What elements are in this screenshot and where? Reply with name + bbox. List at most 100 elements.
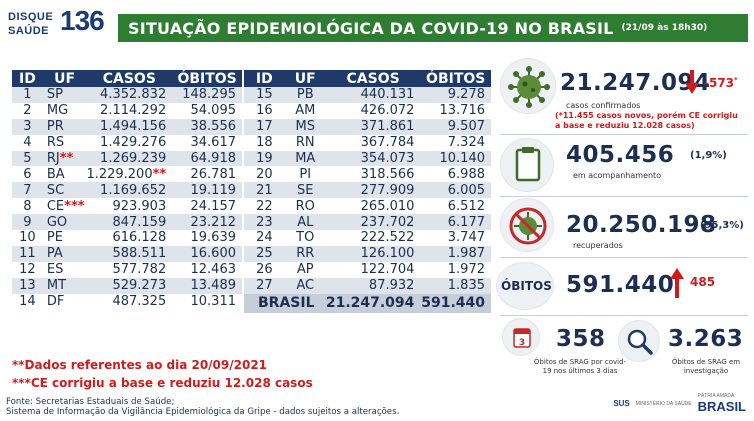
table-row: 19 MA 354.073 10.140 — [244, 150, 491, 167]
divider — [500, 257, 748, 258]
cell-casos-value: 1.169.652 — [100, 182, 167, 198]
cell-uf: DF — [43, 294, 87, 310]
cell-casos-value: 1.429.276 — [100, 135, 167, 151]
cell-casos-value: 588.511 — [112, 246, 167, 262]
page-title: SITUAÇÃO EPIDEMIOLÓGICA DA COVID-19 NO B… — [128, 18, 614, 38]
cell-uf: TO — [296, 230, 315, 246]
cell-obitos: 34.617 — [190, 135, 237, 151]
cell-obitos: 24.157 — [190, 198, 237, 214]
cell-uf: AL — [284, 214, 326, 231]
cell-casos: 616.128 — [86, 230, 172, 246]
note-ce-correction: ***CE corrigiu a base e reduziu 12.028 c… — [12, 376, 313, 390]
cell-id: 6 — [23, 166, 32, 182]
table-row: 10 PE 616.128 19.639 — [12, 230, 242, 246]
cell-obitos: 6.005 — [420, 182, 491, 199]
cell-casos-value: 2.114.292 — [100, 103, 167, 119]
cell-uf-value: RJ — [46, 151, 60, 166]
cell-uf: RN — [295, 135, 315, 151]
footnote-mark: ** — [59, 151, 74, 166]
logo-word-saude: SAÚDE — [8, 25, 50, 37]
cell-casos: 122.704 — [360, 262, 415, 278]
table-row: 4 RS 1.429.276 34.617 — [12, 135, 242, 151]
cell-id: 19 — [244, 150, 285, 167]
title-bar: SITUAÇÃO EPIDEMIOLÓGICA DA COVID-19 NO B… — [118, 14, 748, 42]
cell-uf: CE*** — [43, 198, 87, 214]
cell-id: 8 — [23, 198, 32, 214]
cell-uf: PR — [42, 118, 87, 135]
cell-obitos: 64.918 — [172, 150, 242, 167]
cell-uf: GO — [42, 214, 87, 231]
cell-id: 22 — [256, 198, 273, 214]
total-label: BRASIL — [244, 293, 326, 313]
cell-obitos: 19.639 — [190, 230, 237, 246]
table-row: 9 GO 847.159 23.212 — [12, 214, 242, 231]
cell-id: 16 — [256, 103, 273, 119]
cell-casos-value: 577.782 — [112, 262, 167, 278]
table-row: 5 RJ** 1.269.239 64.918 — [12, 150, 242, 167]
cell-uf-value: SP — [46, 87, 63, 103]
table-row: 8 CE*** 923.903 24.157 — [12, 198, 242, 214]
table-header-row: ID UF CASOS ÓBITOS — [244, 70, 491, 87]
confirmed-delta: -573* — [704, 76, 738, 90]
cell-uf: MT — [42, 277, 87, 294]
brasil-logo: PÁTRIA AMADA BRASIL — [698, 393, 746, 414]
virus-icon — [508, 66, 550, 108]
cell-uf: MG — [43, 103, 87, 119]
cell-casos: 1.269.239 — [86, 150, 173, 167]
cell-casos-value: 487.325 — [112, 294, 167, 310]
source-line-1: Fonte: Secretarias Estaduais de Saúde; — [6, 397, 175, 407]
divider — [500, 134, 748, 135]
table-row: 2 MG 2.114.292 54.095 — [12, 103, 242, 119]
col-id: ID — [244, 70, 285, 87]
cell-casos: 1.229.200** — [86, 166, 172, 182]
cell-uf-value: RS — [46, 135, 65, 151]
states-table-left: ID UF CASOS ÓBITOS 1 SP 4.352.832 148.295 2 M… — [12, 70, 242, 309]
cell-id: 5 — [12, 150, 43, 167]
sus-logo: SUS — [613, 399, 630, 408]
cell-id: 1 — [12, 87, 43, 103]
confirmed-correction-note: (*11.455 casos novos, porém CE corrigiu … — [555, 111, 738, 130]
cell-id: 21 — [244, 182, 285, 199]
total-row: BRASIL 21.247.094 591.440 — [244, 293, 491, 313]
confirmed-delta-value: -573 — [704, 76, 735, 90]
cell-obitos: 6.988 — [447, 166, 485, 182]
cell-casos: 126.100 — [325, 245, 421, 262]
cell-casos: 367.784 — [360, 135, 415, 151]
calendar-icon: 3 — [513, 328, 531, 348]
cell-id: 7 — [12, 182, 43, 199]
col-obitos: ÓBITOS — [420, 70, 491, 87]
cell-casos: 923.903 — [86, 198, 172, 214]
crossed-virus-icon-circle — [500, 198, 554, 252]
divider — [500, 196, 748, 197]
cell-obitos: 13.489 — [172, 277, 242, 294]
cell-uf: MA — [284, 150, 326, 167]
cell-uf-value: DF — [46, 294, 65, 310]
cell-obitos: 6.512 — [447, 198, 485, 214]
table-row: 6 BA 1.229.200** 26.781 — [12, 166, 242, 182]
table-row: 15 PB 440.131 9.278 — [244, 87, 491, 103]
cell-uf-value: PA — [46, 246, 63, 262]
table-row: 26 AP 122.704 1.972 — [244, 262, 491, 278]
cell-obitos: 13.716 — [439, 103, 486, 119]
confirmed-label: casos confirmados — [566, 101, 641, 110]
cell-casos: 237.702 — [325, 214, 421, 231]
col-uf: UF — [42, 70, 87, 87]
cell-uf: PE — [43, 230, 87, 246]
logo-word-disque: DISQUE — [8, 11, 54, 23]
cell-obitos: 1.972 — [447, 262, 485, 278]
table-row: 20 PI 318.566 6.988 — [244, 166, 491, 182]
ministry-logo: MINISTÉRIO DA SAÚDE — [635, 400, 692, 407]
cell-casos: 440.131 — [325, 87, 421, 103]
cell-casos: 4.352.832 — [86, 87, 173, 103]
confirmed-delta-mark: * — [734, 76, 738, 84]
col-obitos: ÓBITOS — [172, 70, 242, 87]
cell-id: 13 — [12, 277, 43, 294]
source-note: Fonte: Secretarias Estaduais de Saúde; S… — [6, 397, 399, 417]
cell-uf: PB — [284, 87, 326, 103]
cell-obitos: 1.835 — [420, 277, 491, 294]
cell-casos: 847.159 — [86, 214, 173, 231]
cell-casos-value: 1.494.156 — [100, 119, 167, 135]
cell-casos: 1.429.276 — [86, 135, 172, 151]
table-row: 24 TO 222.522 3.747 — [244, 230, 491, 246]
footer-logos: SUS MINISTÉRIO DA SAÚDE PÁTRIA AMADA BRA… — [613, 393, 746, 414]
